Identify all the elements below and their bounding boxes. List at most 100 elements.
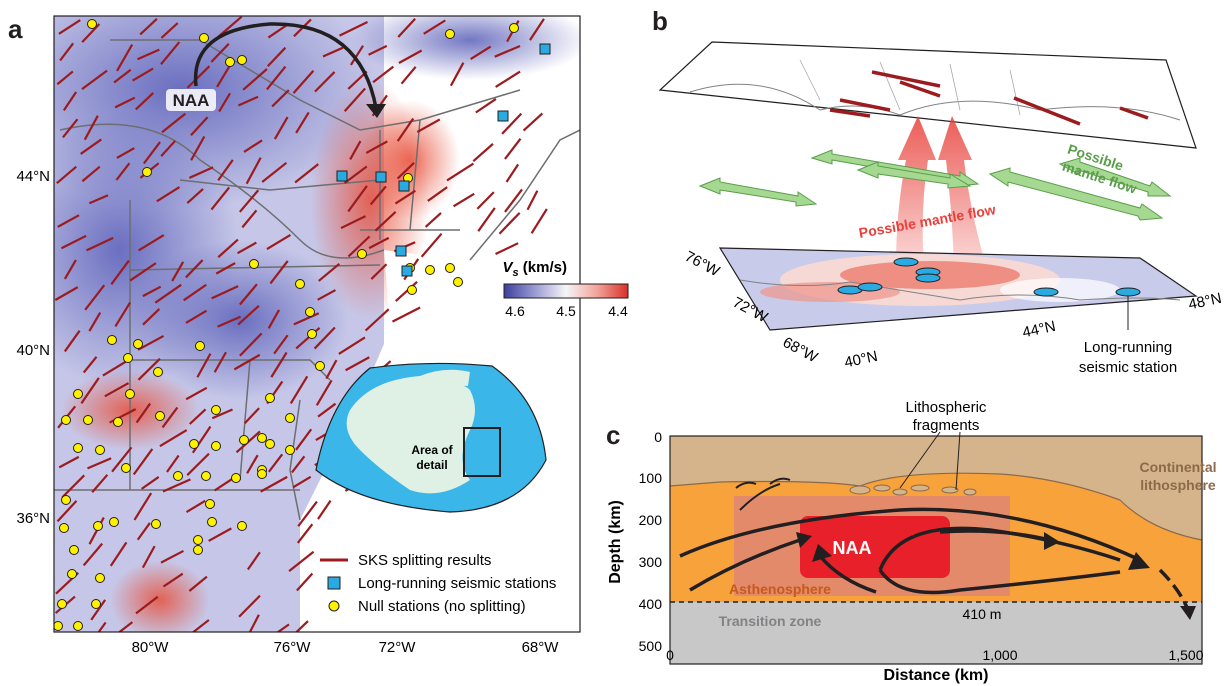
sks-bar	[246, 454, 259, 474]
null-station	[83, 415, 93, 425]
sks-bar	[162, 572, 184, 588]
sks-bar	[423, 19, 446, 35]
sks-bar	[215, 262, 236, 275]
colorbar-tick-4.5: 4.5	[556, 303, 576, 319]
sks-bar	[117, 621, 134, 632]
sks-bar	[345, 356, 370, 372]
area-of-detail-label-1: Area of	[411, 443, 453, 457]
null-station	[295, 279, 305, 289]
sks-bar	[526, 190, 539, 211]
null-station	[265, 393, 275, 403]
sks-bar	[190, 116, 209, 137]
sks-bar	[63, 259, 77, 280]
sks-bar	[90, 599, 107, 621]
sks-bar	[213, 351, 227, 373]
sks-bar	[239, 283, 258, 306]
null-station	[201, 471, 211, 481]
sks-bar	[160, 41, 181, 65]
sks-bar	[267, 453, 284, 473]
lat-44: 44°N	[16, 168, 50, 185]
sks-bar	[522, 112, 544, 132]
sks-bar	[338, 336, 366, 355]
sks-bar	[141, 545, 156, 569]
legend-null: Null stations (no splitting)	[358, 598, 526, 615]
sks-bar	[60, 234, 87, 250]
sks-bar	[185, 309, 208, 324]
sks-bar	[368, 44, 388, 56]
sks-bar	[186, 452, 210, 476]
sks-bar	[494, 44, 521, 58]
lon-68: 68°W	[522, 639, 560, 656]
sks-bar	[62, 91, 78, 111]
long-running-station	[401, 265, 413, 277]
sks-bar	[154, 283, 182, 304]
sks-bar	[136, 522, 151, 541]
sks-bar	[270, 351, 288, 378]
sks-bar	[347, 235, 371, 258]
sks-bar	[271, 89, 290, 108]
station-label-2: seismic station	[1079, 359, 1177, 376]
sks-bar	[343, 87, 366, 112]
sks-bar	[56, 500, 78, 523]
sks-bar	[233, 353, 261, 371]
sks-bar	[391, 306, 421, 323]
red-mantle-flow-arrows	[896, 116, 986, 266]
sks-bar	[289, 375, 309, 405]
null-station	[225, 57, 235, 67]
y-tick-500: 500	[639, 638, 663, 654]
sks-bar	[236, 241, 257, 255]
sks-bar	[339, 20, 368, 37]
sks-bar	[396, 162, 415, 180]
sks-bar	[241, 209, 258, 229]
sks-bar	[196, 353, 212, 378]
null-station	[239, 435, 249, 445]
continental-label-1: Continental	[1140, 459, 1217, 475]
sks-bar	[81, 23, 101, 43]
sks-bar	[211, 408, 233, 420]
null-station	[307, 329, 317, 339]
green-mantle-flow-arrows	[698, 149, 1172, 221]
area-of-detail-box	[463, 427, 501, 477]
null-station	[357, 249, 367, 259]
legend-a: SKS splitting results Long-running seism…	[320, 552, 556, 615]
continental-label-2: lithosphere	[1140, 477, 1216, 493]
sks-bar	[162, 478, 191, 493]
sks-bar	[266, 65, 287, 91]
sks-bar	[132, 67, 154, 82]
sks-bar	[86, 236, 114, 252]
sks-bar	[344, 165, 368, 184]
sks-bar	[288, 550, 315, 572]
null-station	[61, 495, 71, 505]
sks-bar	[347, 185, 368, 213]
sks-bar	[137, 48, 160, 61]
sks-bar	[142, 308, 161, 326]
null-station	[189, 439, 199, 449]
sks-bar	[243, 139, 263, 153]
long-running-station	[336, 170, 348, 182]
naa-label-a: NAA	[173, 91, 210, 110]
null-station	[425, 265, 435, 275]
sks-bar	[243, 407, 260, 424]
sks-bar	[501, 112, 523, 135]
sks-bar	[82, 542, 104, 567]
sks-bar	[56, 70, 74, 86]
sks-bar	[295, 111, 310, 134]
sks-bar	[188, 575, 208, 592]
null-station	[113, 417, 123, 427]
x-tick-0: 0	[666, 647, 674, 663]
sks-bar	[266, 233, 292, 251]
sks-bar	[446, 162, 475, 182]
b-lat-40: 40°N	[843, 348, 879, 372]
sks-bar	[394, 189, 416, 205]
null-station	[173, 471, 183, 481]
sks-bar	[245, 157, 262, 185]
area-of-detail-label-2: detail	[416, 458, 447, 472]
null-station	[305, 307, 315, 317]
sks-bar	[476, 191, 495, 210]
legend-long-running: Long-running seismic stations	[358, 575, 556, 592]
sks-bar	[81, 165, 101, 183]
sks-bar	[477, 207, 496, 232]
map-frame	[53, 15, 581, 633]
null-station	[95, 573, 105, 583]
colorbar-tick-4.6: 4.6	[505, 303, 525, 319]
